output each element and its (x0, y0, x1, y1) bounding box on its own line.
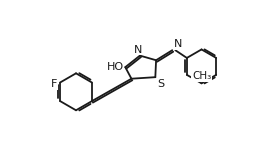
Text: F: F (51, 79, 58, 89)
Text: S: S (157, 79, 164, 89)
Text: N: N (174, 39, 182, 49)
Text: N: N (134, 45, 143, 55)
Text: HO: HO (107, 62, 124, 72)
Text: CH₃: CH₃ (192, 71, 211, 81)
